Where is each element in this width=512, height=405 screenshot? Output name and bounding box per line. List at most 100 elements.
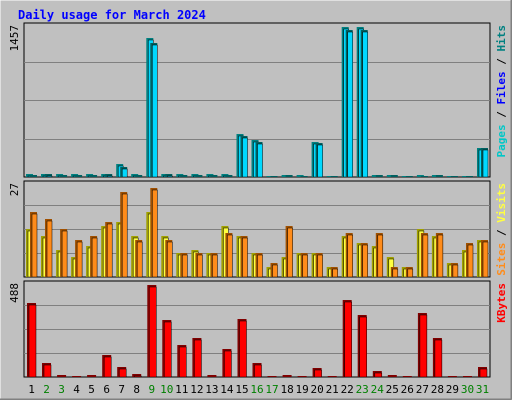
day-label: 12: [190, 383, 203, 396]
panel-visits-scale-label: 27: [8, 183, 21, 196]
bar-visits-sites: [362, 244, 368, 278]
bar-visits-sites: [302, 254, 308, 278]
day-labels: 1 2 3 4 5 6 7 8 9 10 11 12 13 14 15 16 17 18 19 20 21 22 23 24 2…: [28, 383, 489, 396]
legend-entry: Files: [495, 71, 508, 104]
day-label: 1: [28, 383, 35, 396]
bar-kbytes-kbytes: [224, 350, 232, 378]
legend-entry: Visits: [495, 183, 508, 223]
bar-kbytes-kbytes-shadow: [72, 376, 82, 377]
bar-visits-sites: [121, 193, 128, 278]
bar-visits-sites: [152, 189, 158, 278]
panel-visits: 27 Sites / Visits: [8, 180, 508, 278]
day-label: 3: [58, 383, 65, 396]
bar-hits-hits-shadow: [221, 174, 229, 177]
bar-hits-files: [482, 149, 489, 178]
bar-hits-files-shadow: [285, 175, 293, 177]
bar-hits-files-shadow: [135, 175, 143, 177]
bar-visits-sites: [287, 227, 293, 278]
bar-hits-files-shadow: [30, 175, 37, 177]
panel-hits-scale-label: 1457: [8, 25, 21, 52]
bar-visits-sites: [31, 213, 38, 278]
bar-kbytes-kbytes: [374, 372, 383, 378]
bar-hits-hits-shadow: [191, 174, 199, 177]
bar-hits-hits-shadow: [446, 176, 454, 177]
bar-hits-hits-shadow: [281, 175, 289, 177]
day-label: 6: [103, 383, 110, 396]
bar-kbytes-kbytes: [194, 339, 202, 378]
bar-kbytes-kbytes: [164, 321, 172, 378]
bar-visits-sites: [46, 220, 53, 278]
bar-visits-sites: [467, 244, 474, 278]
bar-visits-sites: [377, 234, 384, 278]
bar-hits-files-shadow: [105, 174, 113, 177]
bar-hits-hits-shadow: [41, 174, 48, 177]
bar-visits-sites: [106, 223, 113, 278]
bar-kbytes-kbytes: [149, 286, 157, 378]
panel-kbytes-scale-label: 488: [8, 283, 21, 303]
bar-hits-hits-shadow: [26, 174, 33, 177]
bar-hits-files-shadow: [180, 175, 188, 177]
bar-hits-files-shadow: [300, 176, 308, 177]
day-label: 18: [280, 383, 293, 396]
bar-kbytes-kbytes-shadow: [132, 374, 142, 377]
bar-hits-files: [242, 137, 248, 178]
bar-hits-files: [167, 175, 173, 178]
day-label: 8: [133, 383, 140, 396]
day-label: 11: [175, 383, 188, 396]
bar-kbytes-kbytes-shadow: [267, 376, 277, 377]
bar-visits-sites: [61, 230, 68, 278]
bar-visits-sites: [227, 234, 233, 278]
legend-entry: /: [495, 223, 508, 243]
bar-hits-files-shadow: [435, 175, 443, 177]
panel-hits-legend: Pages / Files / Hits: [495, 25, 508, 158]
bar-hits-hits-shadow: [416, 175, 424, 177]
bar-visits-sites: [452, 264, 459, 278]
bar-hits-files-shadow: [420, 176, 428, 177]
day-label: 27: [416, 383, 429, 396]
legend-entry: Pages: [495, 124, 508, 157]
panel-hits: 1457 Pages / Files / Hits: [8, 22, 508, 178]
day-label: 25: [386, 383, 399, 396]
bar-visits-sites: [212, 254, 218, 278]
day-label: 10: [160, 383, 173, 396]
bar-kbytes-kbytes: [419, 314, 428, 378]
bar-hits-hits-shadow: [86, 174, 94, 177]
bar-visits-sites: [257, 254, 263, 278]
bar-hits-files: [362, 31, 368, 178]
bar-hits-files-shadow: [210, 175, 218, 177]
bar-visits-sites: [482, 241, 489, 278]
bar-visits-sites: [407, 268, 414, 278]
legend-entry: KBytes: [495, 283, 508, 323]
day-label: 16: [250, 383, 263, 396]
bar-kbytes-kbytes-shadow: [402, 376, 412, 377]
bar-visits-sites: [437, 234, 444, 278]
bar-hits-files-shadow: [375, 175, 383, 177]
day-label: 31: [476, 383, 489, 396]
bar-hits-files-shadow: [75, 175, 83, 177]
bar-hits-hits-shadow: [296, 175, 304, 177]
day-label: 21: [326, 383, 339, 396]
legend-entry: /: [495, 52, 508, 72]
day-label: 24: [371, 383, 385, 396]
bar-kbytes-kbytes-shadow: [463, 376, 472, 377]
panel-kbytes-legend: KBytes: [495, 283, 508, 323]
day-label: 9: [148, 383, 155, 396]
bar-hits-files: [347, 31, 353, 178]
bar-kbytes-kbytes: [254, 364, 262, 378]
day-label: 13: [205, 383, 218, 396]
day-label: 15: [235, 383, 248, 396]
bar-visits-sites: [91, 237, 98, 278]
day-label: 19: [295, 383, 308, 396]
bar-hits-hits-shadow: [206, 174, 214, 177]
bar-hits-files: [317, 144, 323, 178]
chart-panels: 1457 Pages / Files / Hits 27 Sites / Visits…: [8, 22, 508, 378]
legend-entry: /: [495, 105, 508, 125]
bar-hits-hits-shadow: [371, 175, 379, 177]
bar-kbytes-kbytes: [118, 368, 127, 378]
bar-hits-files: [46, 175, 53, 178]
bar-visits-sites: [332, 268, 338, 278]
bar-visits-sites: [317, 254, 323, 278]
panel-kbytes: 488 KBytes: [8, 280, 508, 378]
bar-kbytes-kbytes-shadow: [207, 375, 217, 377]
